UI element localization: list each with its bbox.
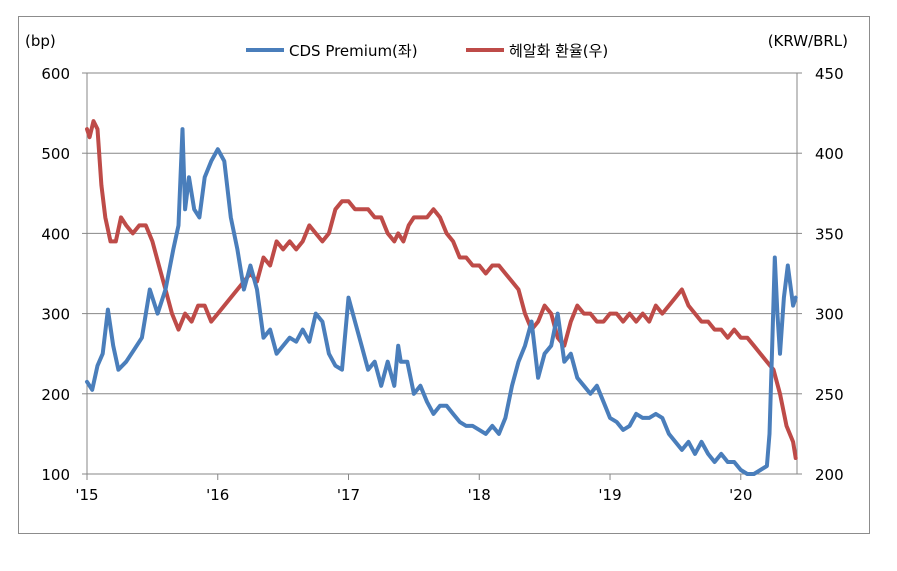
left-tick-label: 300 [41,306,70,324]
legend-label-cds: CDS Premium(좌) [289,42,418,60]
right-tick-label: 450 [815,65,844,83]
left-axis-unit: (bp) [25,32,56,50]
left-tick-label: 100 [41,466,70,484]
right-tick-label: 200 [815,466,844,484]
x-tick-label: '15 [75,486,98,504]
right-tick-label: 250 [815,386,844,404]
series-line-cds-premium [85,127,798,476]
x-tick-label: '18 [468,486,491,504]
x-tick-label: '16 [206,486,229,504]
series-line-krw-brl [85,119,798,460]
legend-label-krw-brl: 헤알화 환율(우) [509,42,608,60]
left-tick-label: 400 [41,225,70,243]
x-tick-label: '20 [729,486,752,504]
left-tick-label: 200 [41,386,70,404]
series-lines [85,119,798,476]
gridlines [87,72,797,395]
legend: CDS Premium(좌) 헤알화 환율(우) [246,42,608,60]
left-tick-label: 600 [41,65,70,83]
left-tick-label: 500 [41,145,70,163]
right-axis-unit: (KRW/BRL) [768,32,848,50]
axes [82,72,802,480]
x-tick-label: '19 [598,486,621,504]
right-tick-label: 300 [815,306,844,324]
right-tick-label: 350 [815,225,844,243]
right-tick-label: 400 [815,145,844,163]
axis-labels: 600 500 400 300 200 100 450 400 350 300 250 200 '15 '… [41,65,843,504]
x-tick-label: '17 [337,486,360,504]
